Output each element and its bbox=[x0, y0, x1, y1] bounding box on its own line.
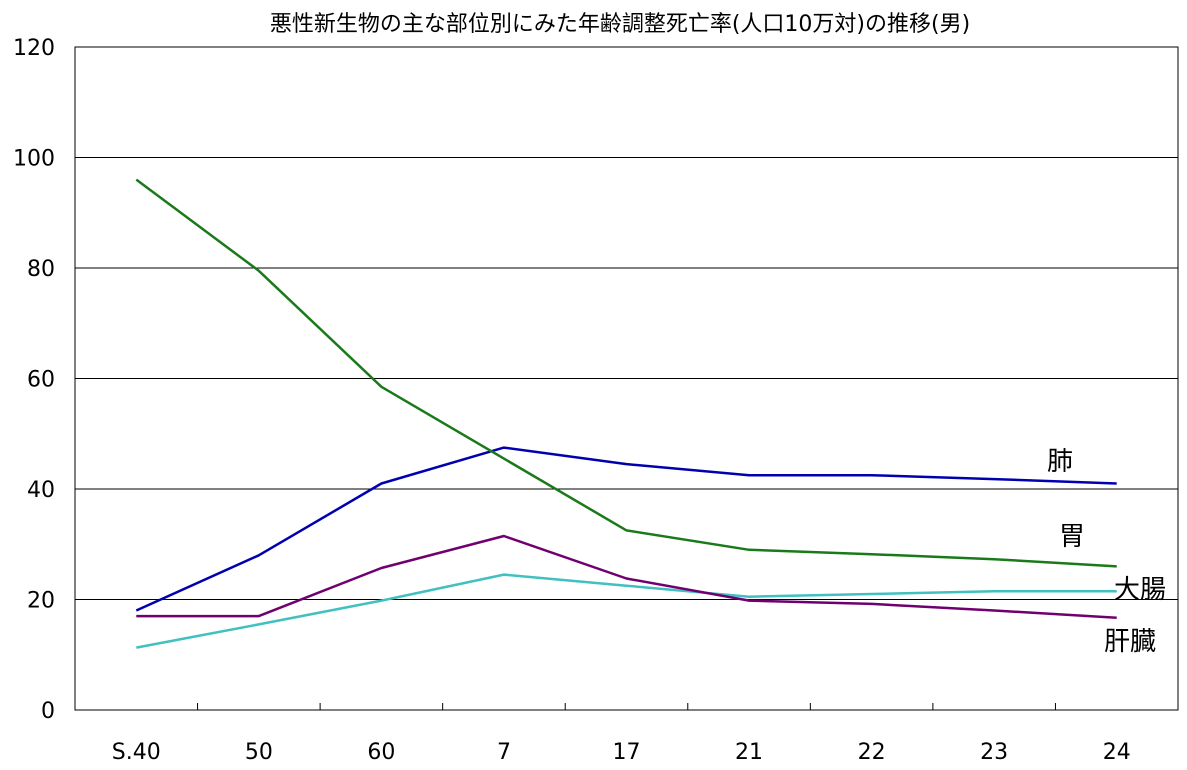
series-line-2 bbox=[135, 178, 1117, 568]
plot-area-border bbox=[74, 46, 1179, 711]
y-tick-label: 40 bbox=[27, 478, 55, 503]
x-tick-label: 17 bbox=[613, 740, 641, 765]
grid-layer bbox=[75, 157, 1178, 600]
x-tick-label: 21 bbox=[735, 740, 763, 765]
y-tick-label: 0 bbox=[41, 699, 55, 724]
series-line-3 bbox=[136, 573, 1117, 649]
x-axis-ticks: S.40 50 60 7 17 21 22 23 24 bbox=[112, 703, 1131, 765]
series-line-1 bbox=[135, 446, 1117, 612]
y-tick-label: 80 bbox=[27, 257, 55, 282]
x-tick-label: 23 bbox=[980, 740, 1008, 765]
x-tick-label: 60 bbox=[367, 740, 395, 765]
x-tick-label: 50 bbox=[245, 740, 273, 765]
y-tick-label: 100 bbox=[13, 147, 55, 172]
y-axis-ticks: 0 20 40 60 80 100 120 bbox=[13, 36, 55, 724]
series-layer bbox=[135, 178, 1117, 649]
series-label-1: 肺 bbox=[1047, 447, 1073, 477]
y-tick-label: 20 bbox=[27, 589, 55, 614]
x-tick-label: S.40 bbox=[112, 740, 161, 765]
chart-title: 悪性新生物の主な部位別にみた年齢調整死亡率(人口10万対)の推移(男) bbox=[270, 12, 970, 37]
x-tick-label: 7 bbox=[497, 740, 511, 765]
series-label-4: 肝臓 bbox=[1104, 627, 1156, 657]
y-tick-label: 120 bbox=[13, 36, 55, 61]
series-label-3: 大腸 bbox=[1114, 575, 1166, 605]
x-tick-label: 22 bbox=[858, 740, 886, 765]
series-line-4 bbox=[136, 534, 1117, 619]
series-label-2: 胃 bbox=[1059, 522, 1085, 552]
x-tick-label: 24 bbox=[1103, 740, 1131, 765]
y-tick-label: 60 bbox=[27, 368, 55, 393]
